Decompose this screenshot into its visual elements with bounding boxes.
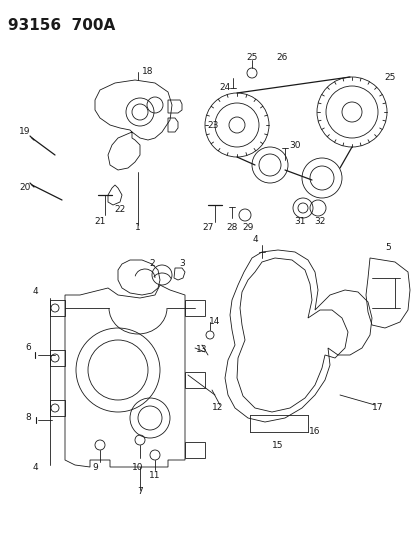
Text: 4: 4 [252, 236, 257, 245]
Text: 26: 26 [275, 53, 287, 62]
Text: 5: 5 [384, 244, 390, 253]
Text: 4: 4 [32, 287, 38, 296]
Text: 4: 4 [32, 464, 38, 472]
Text: 2: 2 [149, 259, 154, 268]
Text: 3: 3 [179, 259, 185, 268]
Text: 20: 20 [19, 183, 31, 192]
Text: 30: 30 [289, 141, 300, 149]
Text: 28: 28 [226, 223, 237, 232]
Text: 25: 25 [383, 74, 395, 83]
Text: 25: 25 [246, 53, 257, 62]
Text: 7: 7 [137, 488, 142, 497]
Text: 18: 18 [142, 68, 153, 77]
Text: 17: 17 [371, 403, 383, 413]
Text: 10: 10 [132, 464, 143, 472]
Text: 11: 11 [149, 471, 160, 480]
Text: 9: 9 [92, 464, 97, 472]
Text: 6: 6 [25, 343, 31, 352]
Text: 14: 14 [209, 318, 220, 327]
Text: 13: 13 [196, 345, 207, 354]
Text: 15: 15 [272, 440, 283, 449]
Text: 29: 29 [242, 223, 253, 232]
Text: 93156  700A: 93156 700A [8, 18, 115, 33]
Text: 19: 19 [19, 127, 31, 136]
Text: 31: 31 [294, 217, 305, 227]
Text: 12: 12 [212, 403, 223, 413]
Text: 1: 1 [135, 223, 140, 232]
Text: 24: 24 [219, 84, 230, 93]
Text: 22: 22 [114, 206, 125, 214]
Text: 21: 21 [94, 217, 105, 227]
Text: 27: 27 [202, 223, 213, 232]
Text: 8: 8 [25, 414, 31, 423]
Text: 16: 16 [309, 427, 320, 437]
Text: 23: 23 [207, 120, 218, 130]
Text: 32: 32 [313, 217, 325, 227]
